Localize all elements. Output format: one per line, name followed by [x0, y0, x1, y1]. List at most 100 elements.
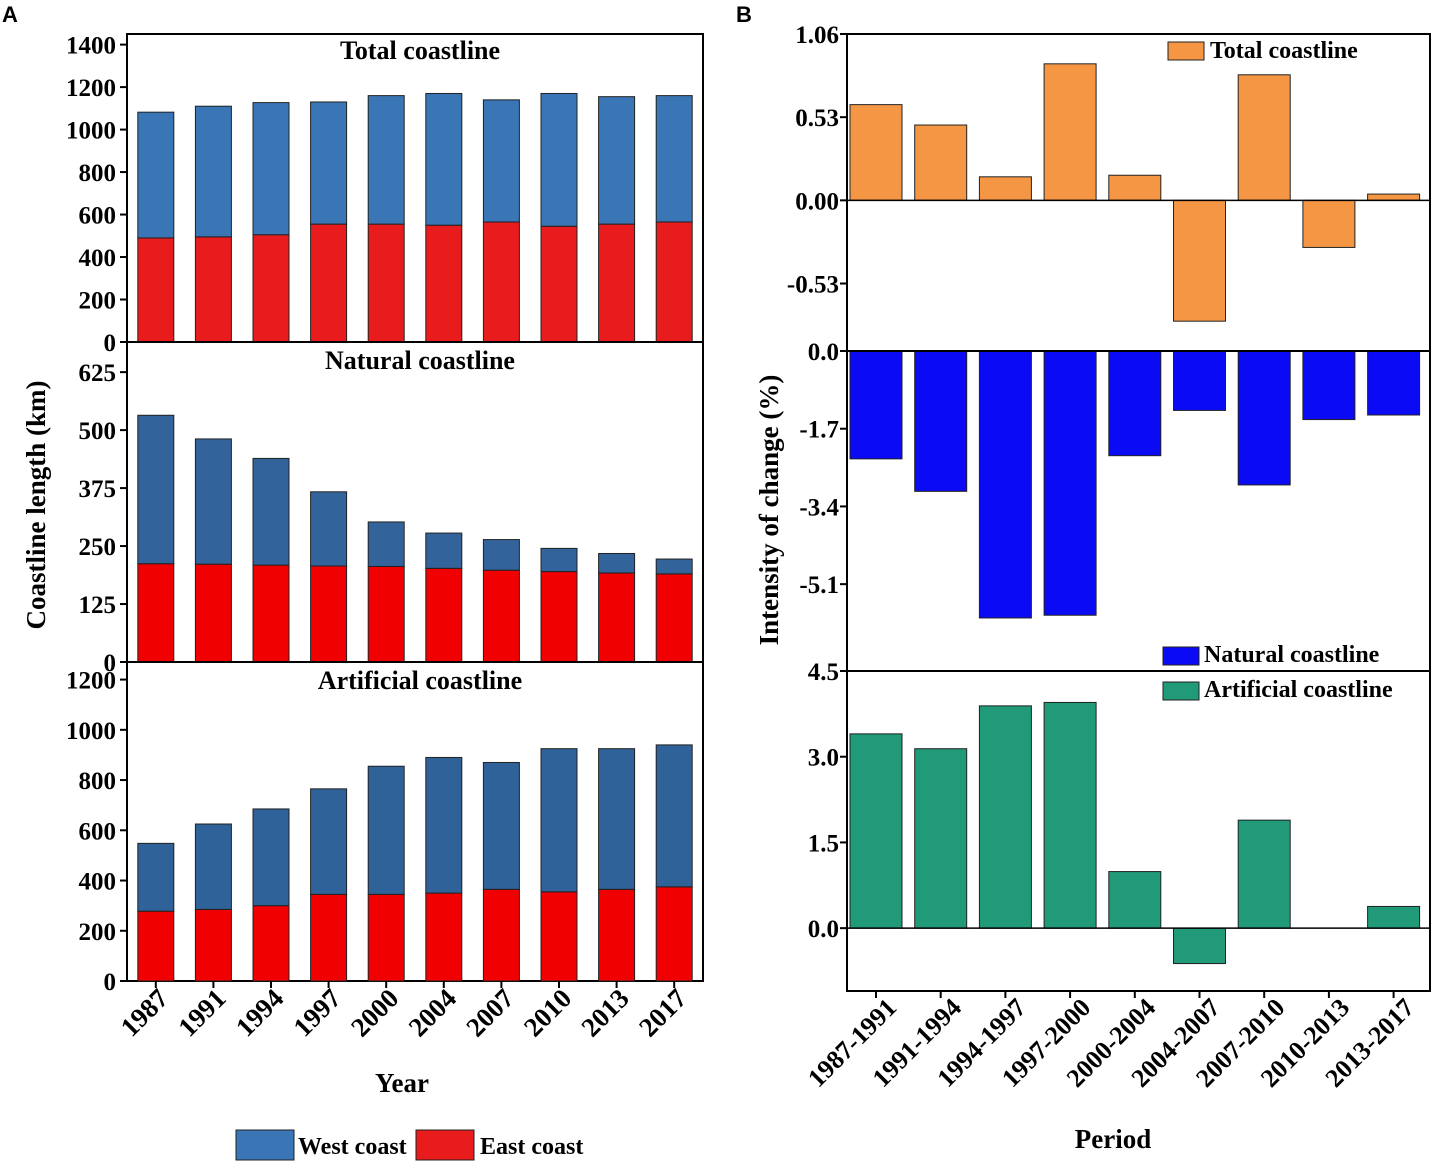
bar-east-2013 [598, 888, 636, 982]
x-tick-label: 2017 [633, 983, 692, 1042]
y-tick-label: 1000 [66, 118, 116, 145]
bar-east-1987 [137, 237, 175, 343]
legend-swatch-natural [1162, 646, 1200, 666]
x-tick-label: 1987 [115, 983, 174, 1042]
y-tick-label: 1200 [66, 668, 116, 695]
bar-west-1991 [194, 823, 232, 910]
legend-swatch-east [415, 1129, 475, 1161]
bar-west-2007 [482, 761, 520, 890]
legend-label-east: East coast [480, 1134, 583, 1160]
chart-a-subplot-1: 0 200 400 600 800 1000 1200 1400 Total coastline [66, 33, 704, 357]
bar-east-2004 [425, 892, 463, 982]
y-tick-label: 0.0 [808, 339, 839, 366]
bar-west-2004 [425, 532, 463, 569]
bar-east-1997 [310, 893, 348, 982]
bar-west-2004 [425, 92, 463, 226]
bar-east-2007 [482, 569, 520, 663]
bar-1987-1991 [849, 104, 903, 201]
x-axis-title: Period [1075, 1124, 1151, 1154]
legend-swatch-artificial [1162, 681, 1200, 701]
bar-1987-1991 [849, 733, 903, 929]
plot-frame [126, 661, 704, 982]
bar-2000-2004 [1108, 174, 1162, 201]
y-axis-title: Coastline length (km) [21, 381, 51, 630]
panel-label-b: B [736, 2, 752, 27]
y-tick-label: -5.1 [799, 572, 839, 599]
bar-west-2017 [655, 744, 693, 888]
bar-1994-1997 [978, 705, 1032, 929]
bar-west-2013 [598, 96, 636, 225]
y-tick-label: -0.53 [787, 272, 839, 299]
y-tick-label: 400 [79, 869, 117, 896]
y-tick-label: 200 [79, 919, 117, 946]
chart-a-subplot-2: 0 125 250 375 500 625 Natural coastline [79, 341, 704, 677]
bar-west-2000 [367, 765, 405, 895]
bar-east-2013 [598, 223, 636, 343]
bar-east-2007 [482, 888, 520, 982]
bar-2013-2017 [1367, 193, 1421, 201]
bar-east-1997 [310, 565, 348, 663]
bar-east-2004 [425, 224, 463, 343]
legend-label-natural: Natural coastline [1204, 642, 1380, 668]
bar-west-2010 [540, 92, 578, 227]
bar-east-2017 [655, 886, 693, 982]
chart-a: 0 200 400 600 800 1000 1200 1400 Total coastline… [21, 33, 704, 1161]
bar-2010-2013 [1302, 350, 1356, 421]
bar-2000-2004 [1108, 871, 1162, 929]
legend-b: Total coastline Natural coastline Artifici… [1162, 38, 1393, 703]
y-tick-label: 0 [104, 330, 117, 357]
y-tick-label: 4.5 [808, 659, 839, 686]
y-tick-label: 250 [79, 534, 117, 561]
bar-west-2007 [482, 539, 520, 571]
legend-label-artificial: Artificial coastline [1204, 677, 1393, 703]
bar-west-2000 [367, 95, 405, 225]
chart-b-subplot-2: -5.1 -3.4 -1.7 0.0 [799, 339, 1431, 672]
bar-west-1987 [137, 842, 175, 912]
bar-west-1997 [310, 788, 348, 895]
y-tick-label: 125 [79, 592, 117, 619]
legend-swatch-west [235, 1129, 295, 1161]
bar-1994-1997 [978, 176, 1032, 201]
bar-west-1994 [252, 102, 290, 236]
y-tick-label: 1000 [66, 718, 116, 745]
y-tick-label: 600 [79, 203, 117, 230]
y-tick-label: 0 [104, 969, 117, 996]
bar-1997-2000 [1043, 350, 1097, 616]
bar-2013-2017 [1367, 905, 1421, 929]
bar-east-2000 [367, 565, 405, 663]
panel-label-a: A [2, 2, 18, 27]
x-tick-label: 1991 [172, 983, 231, 1042]
y-axis-title: Intensity of change (%) [754, 375, 784, 646]
bar-west-1997 [310, 101, 348, 225]
bar-east-2004 [425, 567, 463, 663]
bar-2007-2010 [1237, 350, 1291, 486]
bar-east-2000 [367, 223, 405, 343]
subplot-title: Artificial coastline [318, 666, 522, 695]
plot-frame [846, 670, 1431, 992]
bar-east-2013 [598, 572, 636, 663]
y-tick-label: 800 [79, 768, 117, 795]
bar-west-1991 [194, 438, 232, 565]
bar-2004-2007 [1173, 199, 1226, 322]
bar-1991-1994 [914, 748, 968, 929]
bar-west-1994 [252, 808, 290, 907]
y-tick-label: 0.0 [808, 916, 839, 943]
subplot-title: Total coastline [340, 36, 500, 65]
x-tick-label: 2013 [575, 983, 634, 1042]
x-tick-label: 1997 [287, 983, 346, 1042]
bar-2007-2010 [1237, 819, 1291, 929]
y-tick-label: 3.0 [808, 745, 839, 772]
bar-east-2007 [482, 221, 520, 343]
bar-east-1991 [194, 908, 232, 982]
bar-east-1991 [194, 563, 232, 663]
bar-west-1997 [310, 491, 348, 567]
bar-2000-2004 [1108, 350, 1162, 457]
y-tick-label: 1400 [66, 33, 116, 60]
bar-east-1994 [252, 564, 290, 663]
bar-west-2013 [598, 552, 636, 574]
bar-1991-1994 [914, 350, 968, 492]
bar-2013-2017 [1367, 350, 1421, 416]
bar-1997-2000 [1043, 63, 1097, 201]
bar-east-2000 [367, 893, 405, 982]
